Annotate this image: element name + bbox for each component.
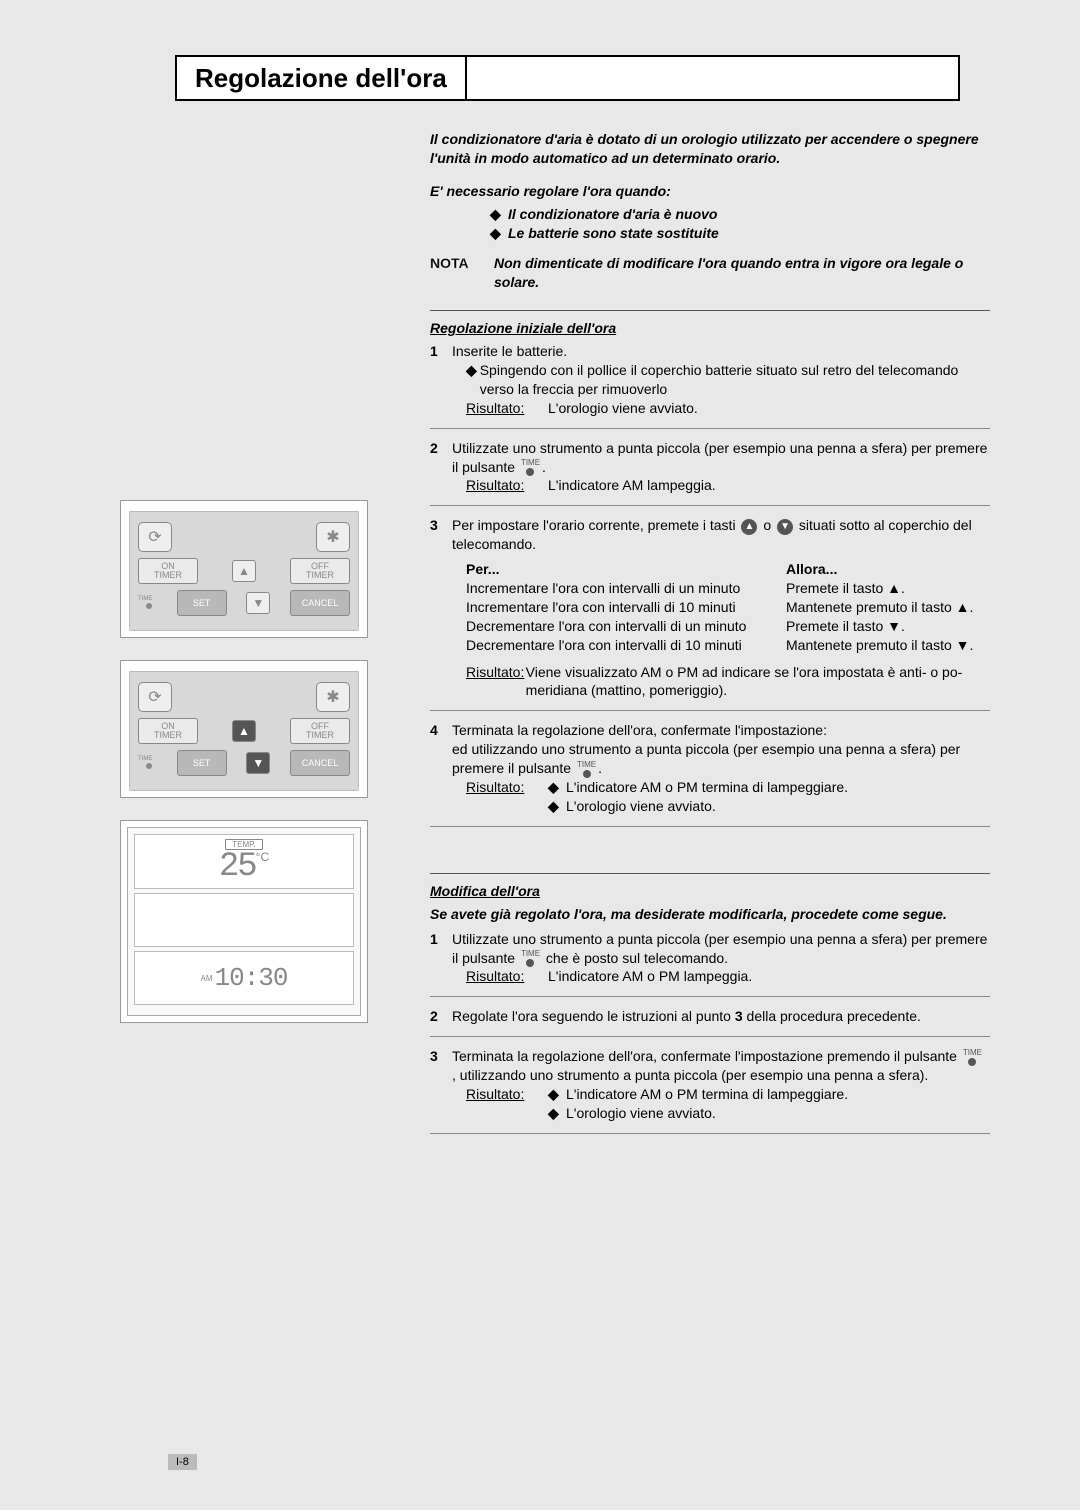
step4-result2: L'orologio viene avviato. <box>566 797 716 816</box>
step1-result: L'orologio viene avviato. <box>548 399 698 418</box>
step-number: 1 <box>430 930 452 987</box>
set-button: SET <box>177 590 227 616</box>
page-title: Regolazione dell'ora <box>175 55 467 101</box>
intro-bullet-2: Le batterie sono state sostituite <box>508 224 719 243</box>
step4-text-b: ed utilizzando uno strumento a punta pic… <box>452 740 990 778</box>
nota-label: NOTA <box>430 254 494 292</box>
s2-step1-text: Utilizzate uno strumento a punta piccola… <box>452 930 990 968</box>
step2-text: Utilizzate uno strumento a punta piccola… <box>452 439 990 477</box>
time-button-icon <box>146 763 152 769</box>
step4-result1: L'indicatore AM o PM termina di lampeggi… <box>566 778 848 797</box>
intro-text: Il condizionatore d'aria è dotato di un … <box>430 130 990 168</box>
temp-unit: °C <box>256 850 269 864</box>
section1-title: Regolazione iniziale dell'ora <box>430 319 990 338</box>
fan-button-icon: ✱ <box>316 682 350 712</box>
step3-text: Per impostare l'orario corrente, premete… <box>452 516 990 554</box>
title-bar: Regolazione dell'ora <box>175 55 960 101</box>
up-arrow-icon: ▲ <box>232 720 256 742</box>
nota-text: Non dimenticate di modificare l'ora quan… <box>494 254 990 292</box>
remote-illustration-1: ⟳ ✱ ONTIMER ▲ OFFTIMER TIME SET ▼ CA <box>120 500 368 638</box>
time-button-icon: TIME <box>521 950 540 967</box>
mode-button-icon: ⟳ <box>138 522 172 552</box>
step-number: 3 <box>430 516 452 700</box>
step1-text: Inserite le batterie. <box>452 342 990 361</box>
illustrations-column: ⟳ ✱ ONTIMER ▲ OFFTIMER TIME SET ▼ CA <box>120 500 380 1023</box>
page-number: I-8 <box>168 1454 197 1470</box>
time-button-icon: TIME <box>521 459 540 476</box>
table-cell: Premete il tasto ▲. <box>786 579 990 598</box>
step-number: 1 <box>430 342 452 418</box>
result-label: Risultato: <box>466 476 548 495</box>
table-cell: Premete il tasto ▼. <box>786 617 990 636</box>
down-arrow-icon: ▼ <box>777 519 793 535</box>
up-arrow-icon: ▲ <box>741 519 757 535</box>
cancel-button: CANCEL <box>290 590 350 616</box>
step-number: 2 <box>430 439 452 496</box>
down-arrow-icon: ▼ <box>246 592 270 614</box>
mode-button-icon: ⟳ <box>138 682 172 712</box>
cancel-button: CANCEL <box>290 750 350 776</box>
result-label: Risultato: <box>466 663 526 701</box>
table-head-1: Per... <box>466 560 786 579</box>
step3-result: Viene visualizzato AM o PM ad indicare s… <box>526 663 990 701</box>
temp-value: 25 <box>219 848 256 886</box>
main-content: Il condizionatore d'aria è dotato di un … <box>430 130 990 1144</box>
time-label: TIME <box>138 596 160 602</box>
s2-step1-result: L'indicatore AM o PM lampeggia. <box>548 967 752 986</box>
time-button-icon: TIME <box>963 1049 982 1066</box>
lcd-display-illustration: TEMP. 25°C AM 10:30 <box>120 820 368 1023</box>
result-label: Risultato: <box>466 967 548 986</box>
s2-step2-text: Regolate l'ora seguendo le istruzioni al… <box>452 1007 990 1026</box>
table-cell: Incrementare l'ora con intervalli di un … <box>466 579 786 598</box>
remote-illustration-2: ⟳ ✱ ONTIMER ▲ OFFTIMER TIME SET ▼ CA <box>120 660 368 798</box>
intro-bullet-1: Il condizionatore d'aria è nuovo <box>508 205 717 224</box>
time-label: TIME <box>138 756 160 762</box>
step-number: 4 <box>430 721 452 815</box>
subintro-text: E' necessario regolare l'ora quando: <box>430 182 990 201</box>
step-number: 2 <box>430 1007 452 1026</box>
intro-bullet-list: ◆Il condizionatore d'aria è nuovo ◆Le ba… <box>490 205 990 243</box>
result-label: Risultato: <box>466 778 548 816</box>
step2-result: L'indicatore AM lampeggia. <box>548 476 716 495</box>
off-timer-button: OFFTIMER <box>290 718 350 744</box>
step1-bullet: Spingendo con il pollice il coperchio ba… <box>480 361 990 399</box>
step3-table: Per...Allora... Incrementare l'ora con i… <box>466 560 990 654</box>
time-button-icon <box>146 603 152 609</box>
result-label: Risultato: <box>466 399 548 418</box>
step-number: 3 <box>430 1047 452 1123</box>
table-head-2: Allora... <box>786 560 990 579</box>
table-cell: Mantenete premuto il tasto ▼. <box>786 636 990 655</box>
on-timer-button: ONTIMER <box>138 718 198 744</box>
s2-step3-result2: L'orologio viene avviato. <box>566 1104 716 1123</box>
down-arrow-icon: ▼ <box>246 752 270 774</box>
table-cell: Incrementare l'ora con intervalli di 10 … <box>466 598 786 617</box>
set-button: SET <box>177 750 227 776</box>
s2-step3-result1: L'indicatore AM o PM termina di lampeggi… <box>566 1085 848 1104</box>
clock-value: 10:30 <box>214 963 287 993</box>
time-button-icon: TIME <box>577 761 596 778</box>
section2-intro: Se avete già regolato l'ora, ma desidera… <box>430 905 990 924</box>
up-arrow-icon: ▲ <box>232 560 256 582</box>
step4-text-a: Terminata la regolazione dell'ora, confe… <box>452 721 990 740</box>
on-timer-button: ONTIMER <box>138 558 198 584</box>
result-label: Risultato: <box>466 1085 548 1123</box>
off-timer-button: OFFTIMER <box>290 558 350 584</box>
table-cell: Decrementare l'ora con intervalli di 10 … <box>466 636 786 655</box>
s2-step3-text: Terminata la regolazione dell'ora, confe… <box>452 1047 990 1085</box>
section2-title: Modifica dell'ora <box>430 882 990 901</box>
table-cell: Mantenete premuto il tasto ▲. <box>786 598 990 617</box>
table-cell: Decrementare l'ora con intervalli di un … <box>466 617 786 636</box>
fan-button-icon: ✱ <box>316 522 350 552</box>
ampm-indicator: AM <box>200 974 212 983</box>
